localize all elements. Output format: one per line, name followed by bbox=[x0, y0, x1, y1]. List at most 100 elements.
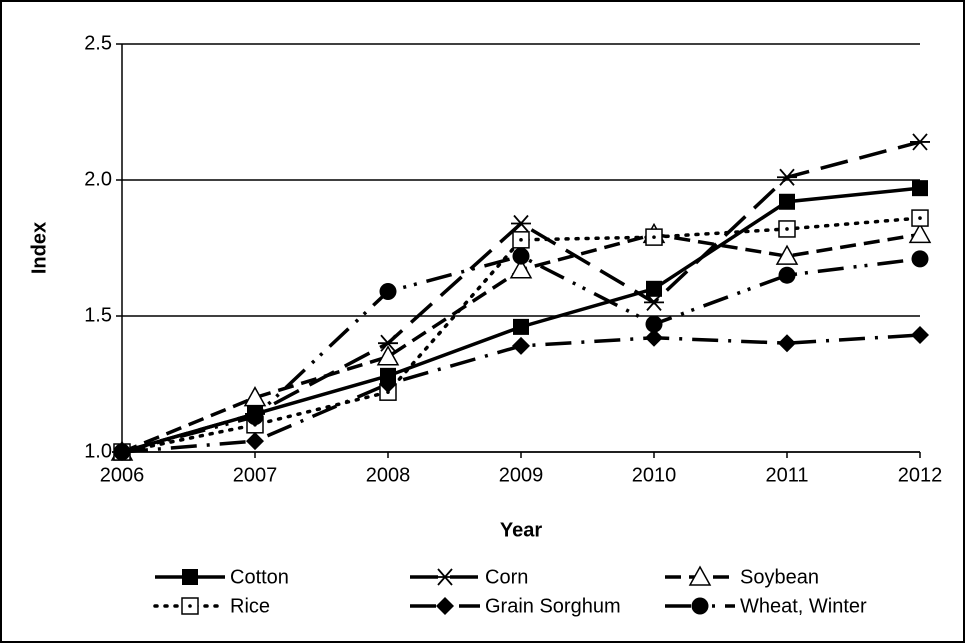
marker-part bbox=[380, 334, 396, 352]
marker-part bbox=[513, 318, 529, 335]
marker-part bbox=[911, 326, 929, 345]
marker-part bbox=[182, 569, 198, 585]
y-tick-label: 1.0 bbox=[84, 440, 112, 462]
legend-label: Corn bbox=[485, 566, 528, 588]
marker bbox=[778, 334, 796, 353]
y-tick-label: 2.0 bbox=[84, 168, 112, 190]
legend-label: Rice bbox=[230, 595, 270, 617]
marker-part bbox=[188, 604, 192, 608]
marker bbox=[435, 568, 455, 586]
marker-part bbox=[519, 238, 523, 242]
marker-part bbox=[646, 293, 662, 311]
marker bbox=[912, 180, 928, 197]
marker-part bbox=[646, 280, 662, 297]
y-tick-label: 1.5 bbox=[84, 304, 112, 326]
marker bbox=[379, 375, 397, 393]
marker-part bbox=[688, 565, 712, 586]
marker-part bbox=[911, 250, 929, 268]
x-tick-label: 2010 bbox=[632, 464, 677, 486]
marker bbox=[691, 597, 709, 615]
marker bbox=[378, 334, 398, 352]
marker bbox=[512, 247, 530, 265]
marker-part bbox=[775, 244, 799, 265]
x-tick-label: 2008 bbox=[366, 464, 411, 486]
legend-item: Grain Sorghum bbox=[410, 595, 621, 617]
marker bbox=[778, 266, 796, 284]
marker bbox=[246, 408, 264, 426]
legend-item: Rice bbox=[153, 595, 270, 617]
marker bbox=[113, 443, 131, 461]
x-tick-label: 2006 bbox=[100, 464, 145, 486]
marker-part bbox=[113, 443, 131, 461]
marker-part bbox=[243, 386, 267, 407]
marker bbox=[512, 231, 530, 249]
x-tick-label: 2011 bbox=[765, 464, 808, 486]
marker bbox=[646, 280, 662, 297]
marker bbox=[182, 569, 198, 585]
marker-part bbox=[645, 328, 663, 347]
x-tick-label: 2007 bbox=[233, 464, 278, 486]
marker-part bbox=[778, 334, 796, 353]
legend-item: Cotton bbox=[155, 566, 289, 588]
marker bbox=[688, 565, 712, 586]
marker bbox=[645, 228, 663, 246]
marker bbox=[436, 597, 454, 615]
marker-part bbox=[908, 222, 932, 244]
x-tick-label: 2009 bbox=[499, 464, 544, 486]
marker bbox=[511, 214, 531, 233]
marker bbox=[243, 386, 267, 407]
y-axis-label: Index bbox=[28, 222, 50, 274]
marker bbox=[509, 258, 533, 279]
marker-part bbox=[509, 258, 533, 279]
marker bbox=[181, 597, 199, 615]
legend-label: Cotton bbox=[230, 566, 289, 588]
marker bbox=[512, 336, 530, 355]
marker-part bbox=[785, 227, 789, 231]
marker-part bbox=[513, 214, 529, 233]
legend-label: Wheat, Winter bbox=[740, 595, 867, 617]
marker bbox=[908, 222, 932, 244]
marker-part bbox=[246, 432, 264, 451]
marker-part bbox=[779, 168, 795, 186]
marker-part bbox=[512, 247, 530, 265]
marker bbox=[246, 432, 264, 451]
legend-item: Corn bbox=[410, 566, 528, 588]
x-axis-label: Year bbox=[500, 519, 542, 541]
marker bbox=[778, 220, 796, 238]
marker bbox=[644, 293, 664, 311]
marker bbox=[376, 345, 400, 366]
marker-part bbox=[918, 216, 922, 220]
marker-part bbox=[691, 597, 709, 615]
marker-part bbox=[437, 568, 453, 586]
marker-part bbox=[379, 283, 397, 301]
marker bbox=[910, 133, 930, 151]
marker bbox=[911, 250, 929, 268]
marker-part bbox=[246, 408, 264, 426]
legend-label: Soybean bbox=[740, 566, 819, 588]
marker bbox=[911, 326, 929, 345]
marker-part bbox=[912, 133, 928, 151]
y-tick-label: 2.5 bbox=[84, 32, 112, 54]
marker-part bbox=[512, 336, 530, 355]
marker bbox=[779, 193, 795, 210]
marker-part bbox=[379, 375, 397, 393]
marker bbox=[775, 244, 799, 265]
marker bbox=[777, 168, 797, 186]
marker bbox=[379, 283, 397, 301]
marker-part bbox=[778, 266, 796, 284]
legend-label: Grain Sorghum bbox=[485, 595, 621, 617]
legend-item: Wheat, Winter bbox=[665, 595, 867, 617]
marker bbox=[911, 209, 929, 227]
marker-part bbox=[779, 193, 795, 210]
marker bbox=[645, 328, 663, 347]
marker bbox=[645, 315, 663, 333]
marker-part bbox=[912, 180, 928, 197]
legend-item: Soybean bbox=[665, 565, 819, 588]
marker-part bbox=[436, 597, 454, 615]
marker bbox=[513, 318, 529, 335]
x-tick-label: 2012 bbox=[898, 464, 943, 486]
marker-part bbox=[376, 345, 400, 366]
marker-part bbox=[652, 235, 656, 239]
